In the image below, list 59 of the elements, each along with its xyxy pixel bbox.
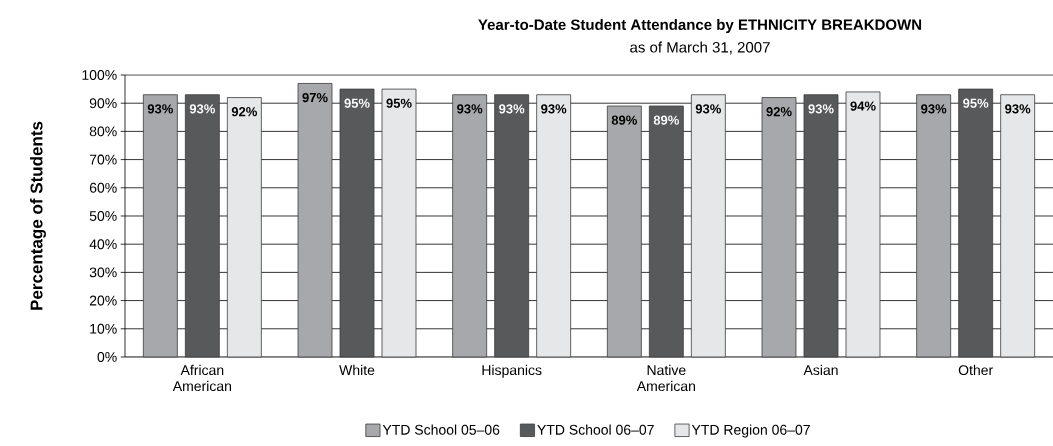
data-label: 93% bbox=[541, 104, 567, 114]
bar bbox=[803, 94, 839, 358]
bar bbox=[452, 94, 488, 358]
x-tick-label: Other bbox=[958, 364, 993, 376]
y-tick-label: 0% bbox=[97, 352, 117, 362]
bar bbox=[142, 94, 178, 358]
bar bbox=[761, 97, 797, 358]
bar bbox=[297, 83, 333, 358]
x-tick-label: Hispanics bbox=[482, 364, 542, 378]
data-label: 89% bbox=[611, 115, 637, 125]
y-tick-label: 70% bbox=[89, 154, 117, 165]
data-label: 95% bbox=[344, 98, 370, 108]
bar bbox=[339, 88, 375, 358]
data-label: 92% bbox=[766, 107, 792, 117]
y-tick-label: 30% bbox=[89, 267, 117, 278]
bar bbox=[690, 94, 726, 358]
x-tick-label: White bbox=[339, 364, 375, 376]
bar bbox=[184, 94, 220, 358]
data-label: 95% bbox=[386, 98, 412, 108]
bar bbox=[845, 91, 881, 358]
data-label: 95% bbox=[963, 98, 989, 108]
y-tick-label: 60% bbox=[89, 182, 117, 193]
data-label: 93% bbox=[147, 104, 173, 114]
y-tick-label: 50% bbox=[89, 211, 117, 221]
data-label: 93% bbox=[808, 104, 834, 114]
x-tick-label: Asian bbox=[803, 364, 838, 376]
data-label: 94% bbox=[850, 101, 876, 111]
bar bbox=[381, 88, 417, 358]
legend-label: YTD Region 06–07 bbox=[691, 424, 810, 438]
chart-subtitle: as of March 31, 2007 bbox=[630, 41, 770, 55]
data-label: 93% bbox=[921, 104, 947, 114]
legend-label: YTD School 05–06 bbox=[382, 424, 500, 435]
y-tick-label: 10% bbox=[90, 323, 117, 334]
data-label: 93% bbox=[457, 104, 483, 114]
x-tick-label: African American bbox=[172, 364, 231, 392]
y-tick-label: 100% bbox=[82, 70, 117, 80]
x-tick-label: Native American bbox=[636, 364, 695, 392]
y-tick-label: 90% bbox=[89, 98, 117, 109]
bar bbox=[536, 94, 572, 358]
data-label: 93% bbox=[695, 104, 721, 114]
y-tick-label: 20% bbox=[89, 295, 117, 306]
data-label: 93% bbox=[1005, 104, 1031, 114]
bar bbox=[226, 97, 262, 358]
data-label: 97% bbox=[302, 92, 328, 103]
y-tick-label: 80% bbox=[89, 126, 117, 137]
bar bbox=[606, 105, 642, 358]
bar bbox=[648, 105, 684, 358]
bar bbox=[958, 88, 994, 358]
chart-title: Year-to-Date Student Attendance by ETHNICITY BREAKDOWN bbox=[478, 19, 922, 33]
data-label: 93% bbox=[499, 104, 525, 114]
y-tick-label: 40% bbox=[89, 239, 117, 250]
bar bbox=[916, 94, 952, 358]
legend-label: YTD School 06–07 bbox=[537, 424, 654, 435]
data-label: 92% bbox=[231, 107, 257, 117]
bar bbox=[1000, 94, 1036, 358]
data-label: 89% bbox=[653, 115, 679, 125]
y-axis-title: Percentage of Students bbox=[30, 121, 46, 310]
data-label: 93% bbox=[189, 104, 215, 114]
bar bbox=[494, 94, 530, 358]
